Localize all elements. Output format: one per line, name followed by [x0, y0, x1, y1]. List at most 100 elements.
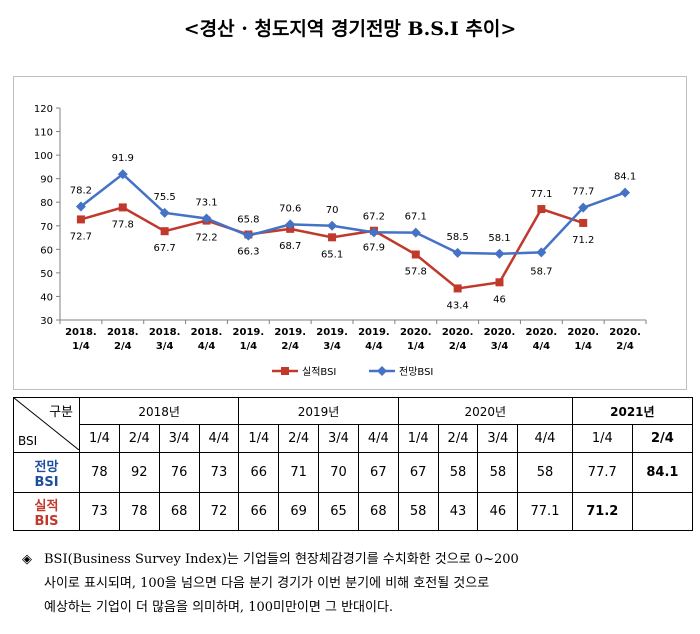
table-cell: 68 — [357, 492, 399, 531]
table-cell: 43 — [437, 492, 479, 531]
table-cell: 58 — [477, 452, 519, 493]
data-label: 78.2 — [70, 185, 92, 196]
data-label: 65.1 — [321, 249, 343, 260]
table-cell: 77.1 — [517, 492, 573, 531]
x-tick-label: 2020. — [400, 327, 432, 338]
table-cell: 69 — [278, 492, 320, 531]
quarter-header: 2/4 — [278, 424, 320, 453]
data-label: 67.9 — [363, 243, 385, 254]
x-tick-label: 1/4 — [240, 341, 258, 352]
table-cell: 71 — [278, 452, 320, 493]
data-point — [368, 227, 379, 238]
table-cell: 68 — [158, 492, 200, 531]
x-tick-label: 4/4 — [365, 341, 383, 352]
data-point — [620, 187, 631, 198]
table-cell — [631, 492, 694, 531]
corner-bottom-label: BSI — [18, 434, 38, 448]
legend-label: 실적BSI — [302, 366, 336, 378]
table-cell: 73 — [79, 492, 120, 531]
page-title: <경산 · 청도지역 경기전망 B.S.I 추이> — [183, 18, 517, 40]
row-label-actual: 실적 BIS — [13, 492, 80, 531]
y-tick-label: 120 — [34, 104, 53, 115]
table-cell: 84.1 — [631, 452, 694, 493]
x-tick-label: 3/4 — [156, 341, 174, 352]
legend-marker — [377, 366, 387, 376]
data-point — [285, 219, 296, 230]
x-tick-label: 2019. — [274, 327, 306, 338]
table-cell: 76 — [158, 452, 200, 493]
bsi-table: 구분 BSI 2018년 2019년 2020년 2021년 1/4 2/4 3… — [13, 397, 694, 531]
corner-diagonal — [14, 398, 79, 450]
y-tick-label: 60 — [40, 245, 53, 256]
y-tick-label: 30 — [40, 316, 53, 327]
row-label-top: 전망 — [34, 459, 59, 475]
quarter-header: 2/4 — [631, 424, 694, 453]
quarter-header: 2/4 — [118, 424, 160, 453]
x-tick-label: 2020. — [484, 327, 516, 338]
data-label: 65.8 — [237, 215, 259, 226]
x-tick-label: 2/4 — [281, 341, 299, 352]
series-line — [80, 172, 626, 256]
data-point — [160, 227, 169, 236]
data-point — [201, 213, 212, 224]
row-label-top: 실적 — [34, 498, 59, 514]
data-label: 72.7 — [70, 231, 92, 242]
quarter-header: 3/4 — [477, 424, 519, 453]
data-label: 77.8 — [112, 219, 134, 230]
quarter-header: 1/4 — [79, 424, 120, 453]
data-label: 58.1 — [488, 233, 510, 244]
data-point — [117, 169, 128, 180]
table-cell: 72 — [198, 492, 240, 531]
x-tick-label: 4/4 — [533, 341, 551, 352]
x-tick-label: 2020. — [526, 327, 558, 338]
x-tick-label: 4/4 — [198, 341, 216, 352]
year-header: 2020년 — [397, 397, 573, 425]
table-cell: 66 — [238, 452, 280, 493]
quarter-header: 4/4 — [198, 424, 240, 453]
data-label: 91.9 — [112, 153, 134, 164]
data-label: 67.7 — [154, 243, 176, 254]
quarter-header: 1/4 — [571, 424, 633, 453]
x-tick-label: 1/4 — [72, 341, 90, 352]
year-header: 2018년 — [78, 397, 240, 425]
data-label: 72.2 — [195, 233, 217, 244]
data-label: 67.1 — [405, 212, 427, 223]
data-point — [327, 220, 338, 231]
data-label: 58.5 — [447, 232, 469, 243]
data-point — [578, 202, 589, 213]
y-tick-label: 100 — [34, 151, 53, 162]
data-point — [76, 215, 85, 224]
data-point — [118, 203, 127, 212]
data-label: 67.2 — [363, 211, 385, 222]
data-label: 46 — [493, 294, 506, 305]
year-header: 2019년 — [238, 397, 399, 425]
x-tick-label: 1/4 — [407, 341, 425, 352]
data-point — [537, 205, 546, 214]
table-cell: 65 — [318, 492, 359, 531]
table-cell: 71.2 — [571, 492, 633, 531]
table-cell: 58 — [437, 452, 479, 493]
table-corner: 구분 BSI — [13, 397, 80, 453]
quarter-header: 3/4 — [158, 424, 200, 453]
data-label: 77.1 — [530, 189, 552, 200]
table-cell: 78 — [118, 492, 160, 531]
x-tick-label: 2018. — [191, 327, 223, 338]
data-label: 68.7 — [279, 241, 301, 252]
data-label: 66.3 — [237, 246, 259, 257]
data-point — [452, 247, 463, 258]
data-label: 84.1 — [614, 172, 636, 183]
table-cell: 78 — [79, 452, 120, 493]
table-cell: 67 — [397, 452, 439, 493]
table-cell: 66 — [238, 492, 280, 531]
quarter-header: 1/4 — [238, 424, 280, 453]
row-label-bottom: BIS — [34, 513, 59, 529]
x-tick-label: 2/4 — [114, 341, 132, 352]
chart-svg: 30 40 50 60 70 80 90 100 110 120 2018. 1/4 2018. 2/4 2… — [34, 104, 647, 378]
quarter-header: 3/4 — [318, 424, 359, 453]
x-tick-label: 2018. — [107, 327, 139, 338]
y-tick-label: 80 — [40, 198, 53, 209]
row-label-forecast: 전망 BSI — [13, 452, 80, 493]
data-label: 77.7 — [572, 187, 594, 198]
data-label: 43.4 — [447, 300, 469, 311]
year-header: 2021년 — [571, 397, 694, 425]
